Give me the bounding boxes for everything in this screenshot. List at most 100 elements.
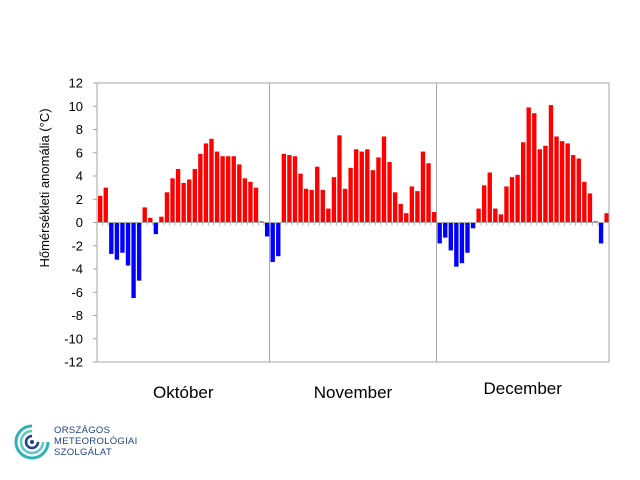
bar (198, 153, 203, 223)
bar (153, 222, 159, 235)
bar (175, 169, 181, 223)
bar (376, 157, 381, 223)
bar (476, 208, 481, 223)
y-tick-labels: -12 -10 -8 -6 -4 -2 0 2 4 6 8 10 12 (64, 76, 83, 370)
bar (114, 222, 120, 260)
bar (459, 222, 465, 264)
bar (315, 166, 320, 223)
bar (526, 107, 531, 223)
bar (148, 217, 153, 223)
logo-line-1: ORSZÁGOS (54, 425, 111, 436)
y-tick-label: 0 (76, 215, 83, 230)
bar (482, 185, 487, 223)
y-tick-label: 6 (76, 145, 83, 160)
bar (326, 208, 331, 223)
bar (331, 177, 337, 223)
bar (203, 143, 209, 223)
omsz-logo: ORSZÁGOS METEOROLÓGIAI SZOLGÁLAT (14, 422, 214, 470)
bar (448, 222, 453, 251)
bar (493, 208, 498, 223)
bar (120, 222, 125, 253)
bar (387, 162, 392, 223)
bar (298, 173, 303, 223)
bar (515, 174, 520, 223)
bar (548, 105, 554, 223)
bar (598, 222, 604, 244)
bar (370, 170, 376, 223)
bar (214, 151, 220, 223)
bar (587, 193, 593, 223)
bar (131, 222, 136, 299)
bar-series (98, 105, 609, 299)
bar (264, 222, 270, 237)
bar (242, 178, 248, 223)
bar (354, 149, 359, 223)
bar (170, 178, 175, 223)
bar (292, 156, 298, 223)
bar (487, 172, 492, 223)
y-tick-label: -6 (71, 285, 83, 300)
bar (426, 163, 431, 223)
bar (465, 222, 470, 253)
bar (281, 153, 287, 223)
bar (604, 213, 609, 223)
bar (164, 192, 170, 223)
bar (237, 164, 242, 223)
y-tick-label: -8 (71, 308, 83, 323)
bar (409, 186, 415, 223)
bar (470, 222, 476, 229)
y-tick-label: 10 (69, 99, 83, 114)
bar (226, 156, 231, 223)
bar (209, 138, 214, 223)
bar (136, 222, 142, 281)
y-tick-label: -4 (71, 262, 83, 277)
bar (443, 222, 448, 238)
y-tick-label: 8 (76, 122, 83, 137)
bar (276, 222, 281, 257)
bar (125, 222, 131, 266)
bar (159, 216, 164, 223)
bar (404, 213, 409, 223)
month-label: Október (153, 383, 214, 402)
bar (554, 136, 559, 223)
bar (565, 143, 570, 223)
bar (337, 135, 342, 223)
y-tick-label: 12 (69, 76, 83, 91)
bar (582, 181, 587, 223)
month-label: November (314, 383, 393, 402)
bar (270, 222, 275, 263)
bar (248, 181, 253, 223)
bar (543, 145, 548, 223)
bar (504, 186, 509, 223)
bar (454, 222, 459, 267)
logo-line-3: SZOLGÁLAT (54, 447, 112, 458)
y-axis-label: Hőmérsékleti anomália (°C) (37, 108, 52, 267)
y-tick-label: 4 (76, 169, 83, 184)
bar (431, 212, 437, 223)
logo-line-2: METEOROLÓGIAI (54, 436, 138, 447)
bar (520, 142, 526, 223)
bar (498, 214, 504, 223)
bar (437, 222, 442, 244)
axes (93, 82, 610, 363)
bar (392, 192, 398, 223)
bar (420, 151, 426, 223)
month-labels: Október November December (153, 379, 562, 402)
bar (320, 189, 325, 223)
bar (253, 187, 259, 223)
month-label: December (483, 379, 562, 398)
bar (365, 149, 370, 223)
bar (187, 179, 192, 223)
bar (192, 169, 197, 223)
y-tick-label: -10 (64, 331, 83, 346)
bar (259, 221, 264, 223)
bar (98, 195, 103, 223)
bar (342, 188, 348, 223)
bar (109, 222, 114, 254)
bar (287, 155, 292, 223)
bar (381, 136, 387, 223)
bar (142, 207, 147, 223)
y-tick-label: -2 (71, 238, 83, 253)
bar (509, 177, 515, 223)
